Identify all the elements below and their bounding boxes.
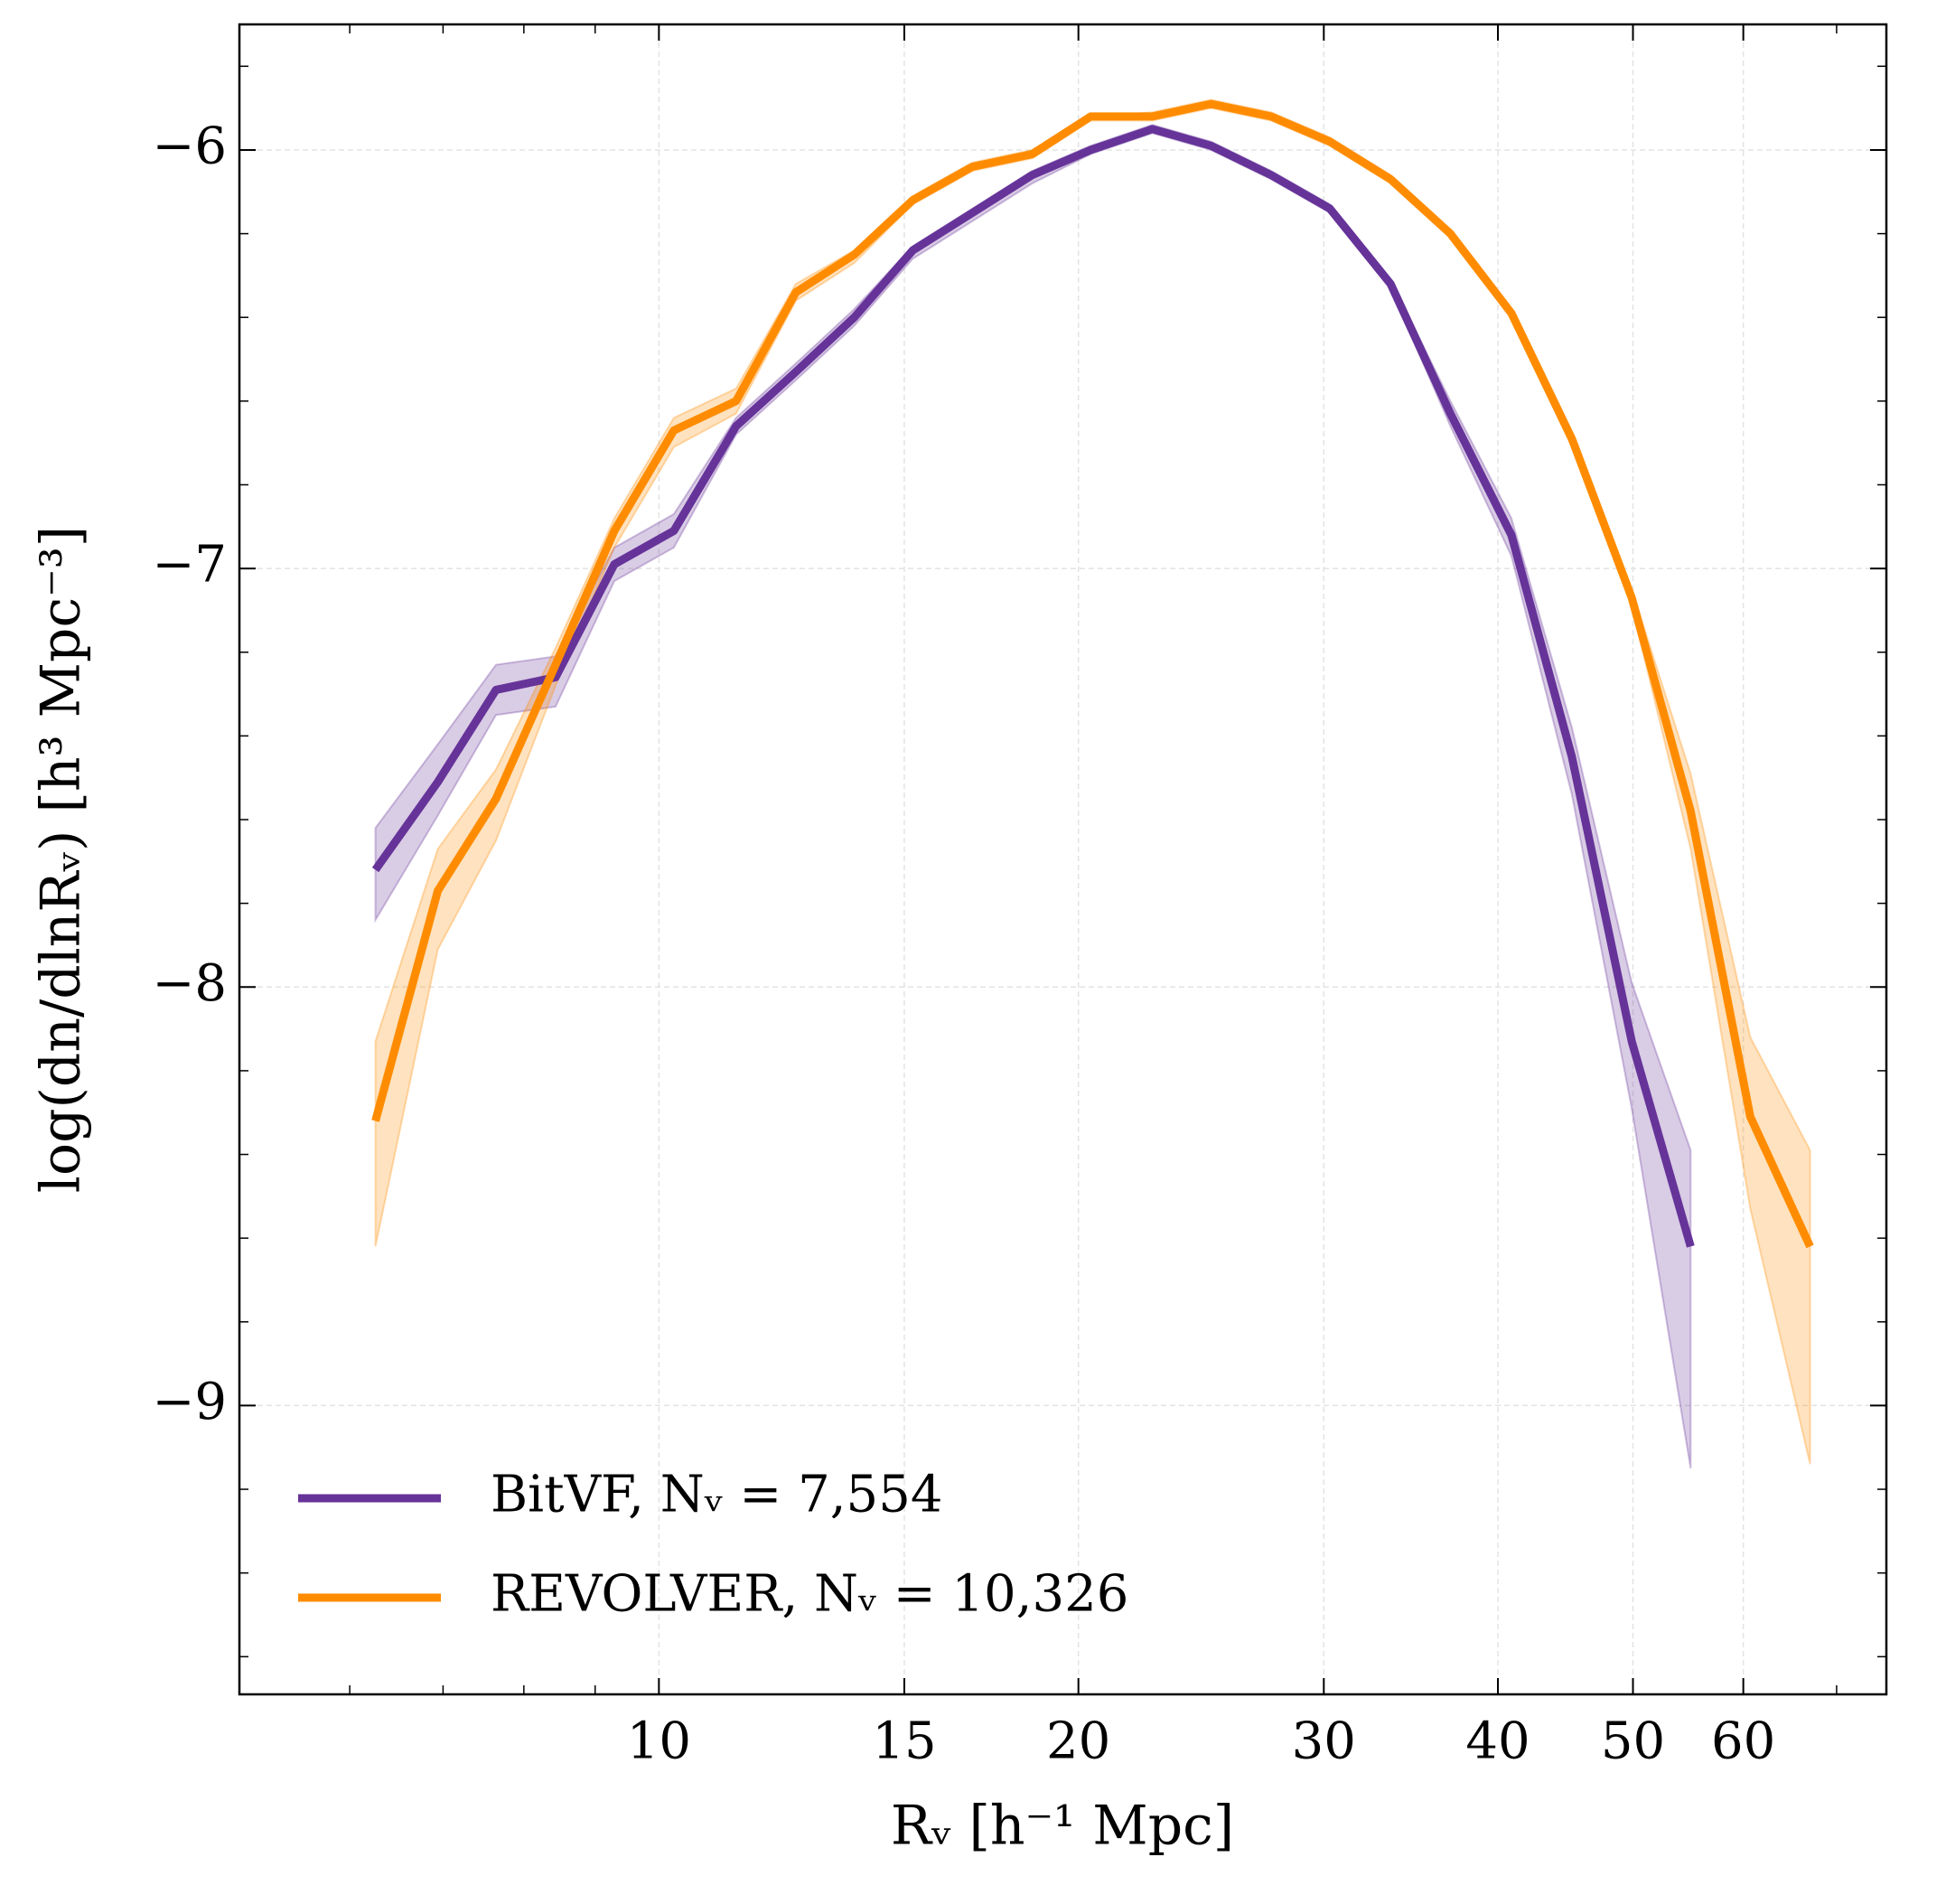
series-line <box>371 125 1695 1248</box>
x-tick-label: 15 <box>872 1712 936 1771</box>
x-tick-label: 30 <box>1292 1712 1356 1771</box>
error-band <box>374 98 1811 1465</box>
x-tick-label: 10 <box>627 1712 691 1771</box>
x-tick-label: 60 <box>1711 1712 1775 1771</box>
x-axis-label: Rᵥ [h⁻¹ Mpc] <box>891 1795 1234 1858</box>
y-axis-label: log(dn/dlnRᵥ) [h³ Mpc⁻³] <box>30 526 93 1193</box>
y-tick-label: −8 <box>152 954 227 1013</box>
legend-label: REVOLVER, Nᵥ = 10,326 <box>491 1565 1128 1624</box>
legend-label: BitVF, Nᵥ = 7,554 <box>491 1466 942 1524</box>
plot-frame <box>238 23 1888 1696</box>
x-tick-label: 50 <box>1601 1712 1665 1771</box>
series-line <box>371 99 1814 1249</box>
x-tick-label: 20 <box>1046 1712 1110 1771</box>
y-tick-label: −6 <box>152 117 227 175</box>
y-tick-label: −7 <box>152 536 227 595</box>
x-tick-label: 40 <box>1465 1712 1530 1771</box>
y-tick-label: −9 <box>152 1373 227 1431</box>
error-band <box>374 124 1692 1469</box>
